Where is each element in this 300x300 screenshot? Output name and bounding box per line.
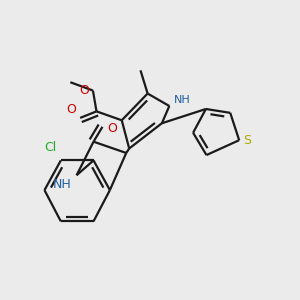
Text: O: O [67,103,76,116]
Text: Cl: Cl [44,142,56,154]
Text: NH: NH [174,94,190,104]
Text: NH: NH [52,178,71,190]
Text: O: O [80,84,89,97]
Text: S: S [244,134,252,147]
Text: O: O [107,122,117,135]
